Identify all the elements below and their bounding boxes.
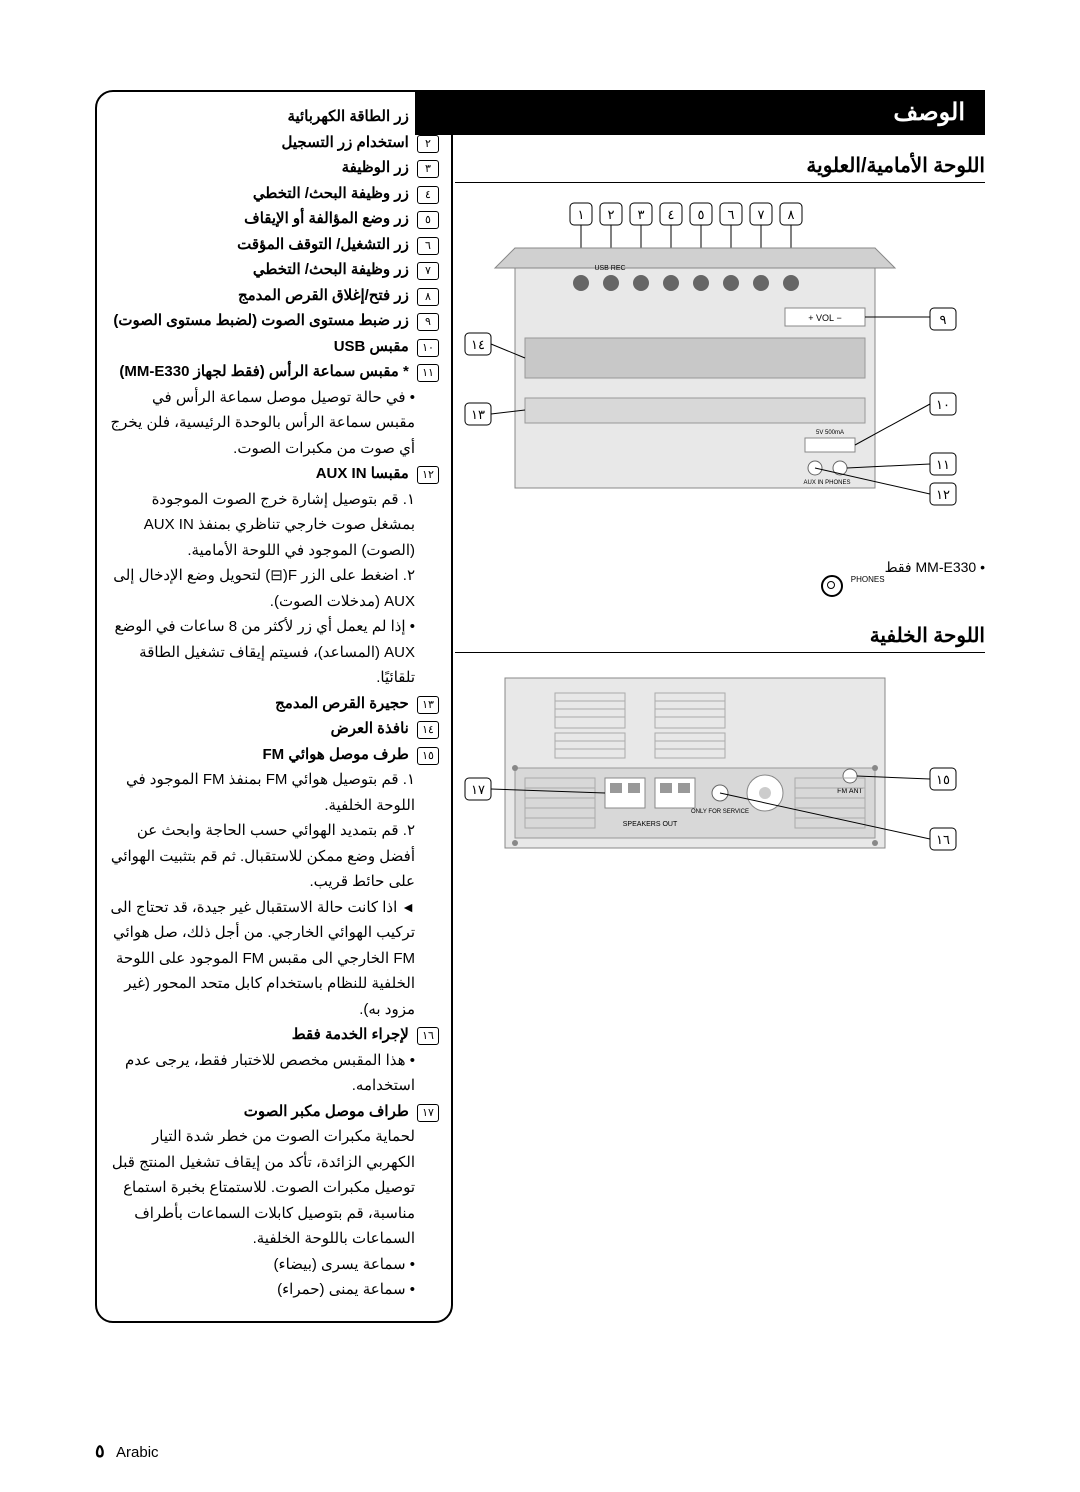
svg-text:١: ١ — [578, 207, 585, 222]
svg-text:ONLY FOR SERVICE: ONLY FOR SERVICE — [691, 809, 749, 815]
svg-text:AUX IN PHONES: AUX IN PHONES — [803, 480, 850, 486]
svg-text:٦: ٦ — [728, 207, 735, 222]
svg-text:١٦: ١٦ — [936, 832, 950, 847]
section-back: اللوحة الخلفية — [455, 623, 985, 653]
svg-text:٤: ٤ — [668, 207, 675, 222]
svg-text:١٧: ١٧ — [471, 782, 485, 797]
svg-text:5V 500mA: 5V 500mA — [816, 430, 844, 436]
svg-text:١٠: ١٠ — [936, 397, 950, 412]
svg-text:١١: ١١ — [936, 457, 950, 472]
svg-text:٣: ٣ — [638, 207, 645, 222]
model-note: • MM-E330 فقط PHONES — [455, 553, 985, 603]
svg-text:− VOL +: − VOL + — [808, 313, 842, 323]
svg-text:FM ANT: FM ANT — [837, 788, 863, 795]
svg-text:١٤: ١٤ — [471, 337, 485, 352]
page-footer: ٥ Arabic — [0, 1441, 1080, 1462]
description-box: ١ زر الطاقة الكهربائية ٢ استخدام زر التس… — [95, 90, 453, 1323]
svg-text:١٢: ١٢ — [936, 487, 950, 502]
svg-text:٥: ٥ — [698, 207, 705, 222]
svg-text:SPEAKERS OUT: SPEAKERS OUT — [623, 821, 678, 828]
svg-text:٩: ٩ — [940, 312, 947, 327]
svg-text:٢: ٢ — [608, 207, 615, 222]
svg-text:١٣: ١٣ — [471, 407, 485, 422]
section-front-top: اللوحة الأمامية/العلوية — [455, 153, 985, 183]
svg-text:١٥: ١٥ — [936, 772, 950, 787]
page-title: الوصف — [415, 90, 985, 135]
device-front-diagram: ١ ٢ ٣ ٤ ٥ ٦ ٧ ٨ — [455, 198, 985, 553]
svg-text:USB REC: USB REC — [594, 265, 625, 272]
device-back-diagram: SPEAKERS OUT ONLY FOR SERVICE FM ANT — [455, 668, 985, 903]
svg-text:٨: ٨ — [788, 207, 795, 222]
svg-text:٧: ٧ — [758, 207, 765, 222]
